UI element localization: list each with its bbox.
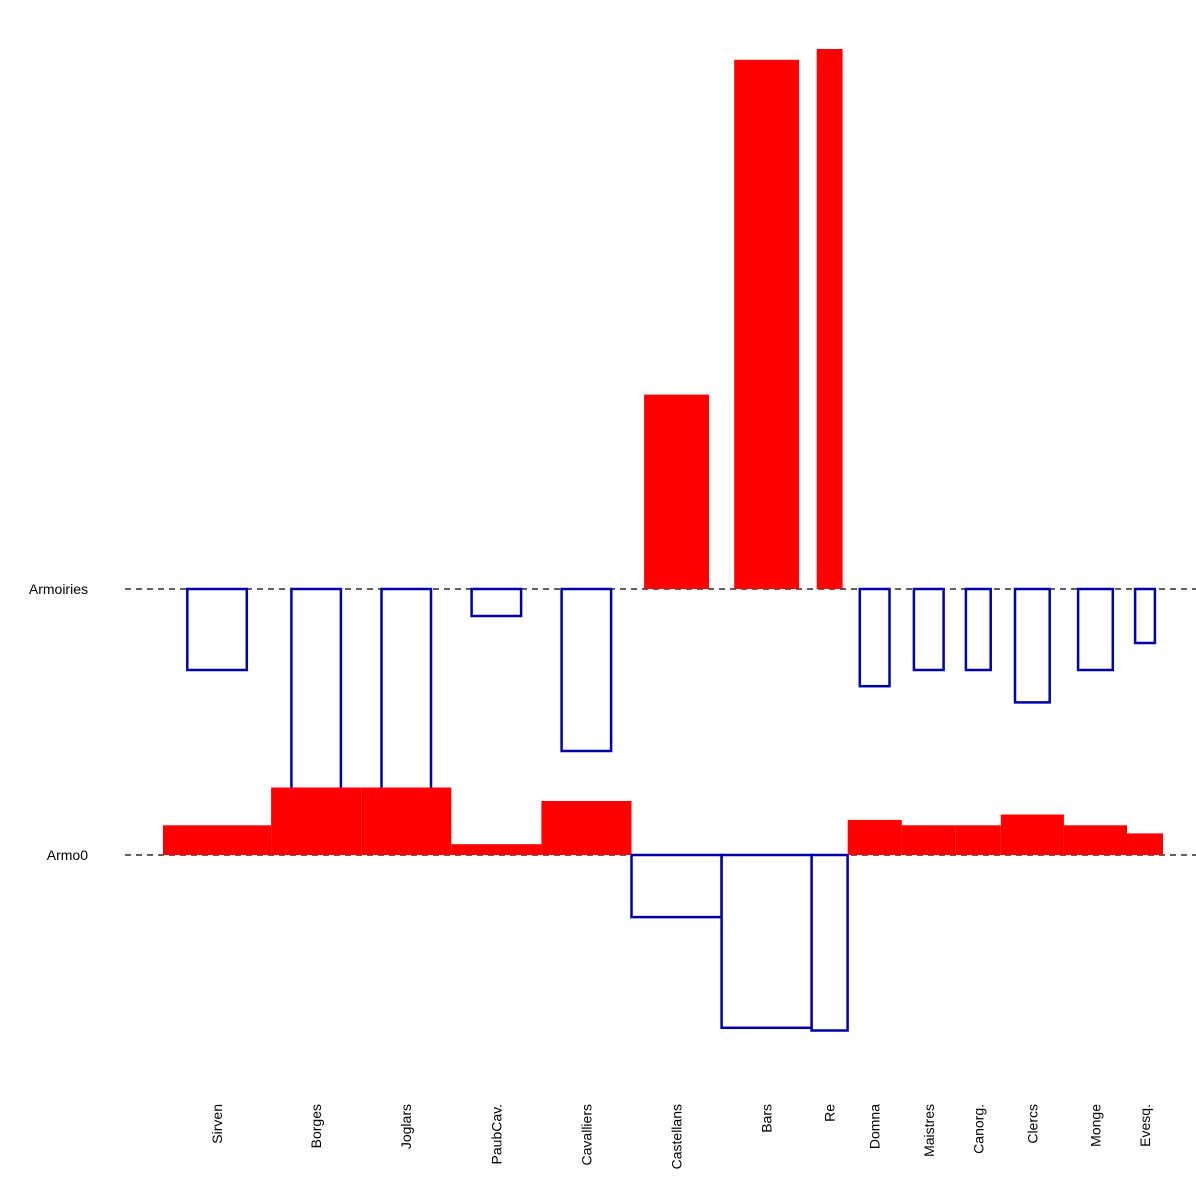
bar-armoiries-sirven — [186, 587, 249, 672]
category-label-borges: Borges — [308, 1104, 324, 1148]
bar-armoiries-bars — [734, 59, 800, 590]
bar-armo0-maistres — [901, 825, 956, 855]
bar-armoiries-monge — [1076, 587, 1115, 672]
bar-armo0-monge — [1063, 825, 1127, 855]
bar-armo0-castellans — [630, 853, 723, 919]
bar-armoiries-evesq — [1133, 587, 1157, 645]
row-armo0-bars — [163, 787, 1163, 1032]
bar-armo0-bars — [720, 853, 813, 1030]
bar-armoiries-cavalliers — [560, 587, 613, 753]
category-label-clercs: Clercs — [1024, 1104, 1040, 1144]
row-labels: Armoiries Armo0 — [29, 581, 88, 863]
category-label-castellans: Castellans — [669, 1104, 685, 1169]
bar-armo0-paubcav — [451, 844, 542, 855]
bar-armo0-clercs — [1000, 814, 1064, 855]
category-label-cavalliers: Cavalliers — [578, 1104, 594, 1165]
bar-armo0-sirven — [163, 825, 272, 855]
category-label-evesq: Evesq. — [1137, 1104, 1153, 1147]
bar-armoiries-maistres — [912, 587, 945, 672]
bar-armoiries-paubcav — [470, 587, 523, 618]
category-label-paubcav: PaubCav. — [488, 1104, 504, 1164]
bar-armoiries-domna — [858, 587, 891, 688]
bar-armo0-cavalliers — [541, 801, 632, 855]
bar-armoiries-borges — [290, 587, 343, 791]
bar-armoiries-re — [816, 49, 843, 589]
category-label-joglars: Joglars — [398, 1104, 414, 1149]
category-label-sirven: Sirven — [209, 1104, 225, 1144]
category-label-monge: Monge — [1087, 1104, 1103, 1147]
category-label-maistres: Maistres — [921, 1104, 937, 1157]
bar-armo0-domna — [847, 819, 902, 855]
bar-armo0-evesq — [1127, 833, 1163, 855]
category-labels: Sirven Borges Joglars PaubCav. Cavalliers Cas… — [209, 1104, 1153, 1170]
category-label-domna: Domna — [867, 1104, 883, 1149]
bar-armo0-borges — [271, 787, 362, 855]
row-armoiries-bars — [186, 49, 1157, 791]
bar-armoiries-joglars — [380, 587, 433, 791]
bar-armo0-re — [810, 853, 849, 1032]
bar-armoiries-canorg — [964, 587, 992, 672]
bar-armoiries-clercs — [1013, 587, 1051, 704]
row-label-armoiries: Armoiries — [29, 581, 88, 597]
category-label-bars: Bars — [759, 1104, 775, 1133]
bar-armoiries-castellans — [644, 394, 709, 589]
category-label-canorg: Canorg. — [970, 1104, 986, 1154]
row-label-armo0: Armo0 — [47, 847, 88, 863]
bar-armo0-joglars — [361, 787, 452, 855]
category-label-re: Re — [822, 1104, 838, 1122]
bar-armo0-canorg — [955, 825, 1001, 855]
